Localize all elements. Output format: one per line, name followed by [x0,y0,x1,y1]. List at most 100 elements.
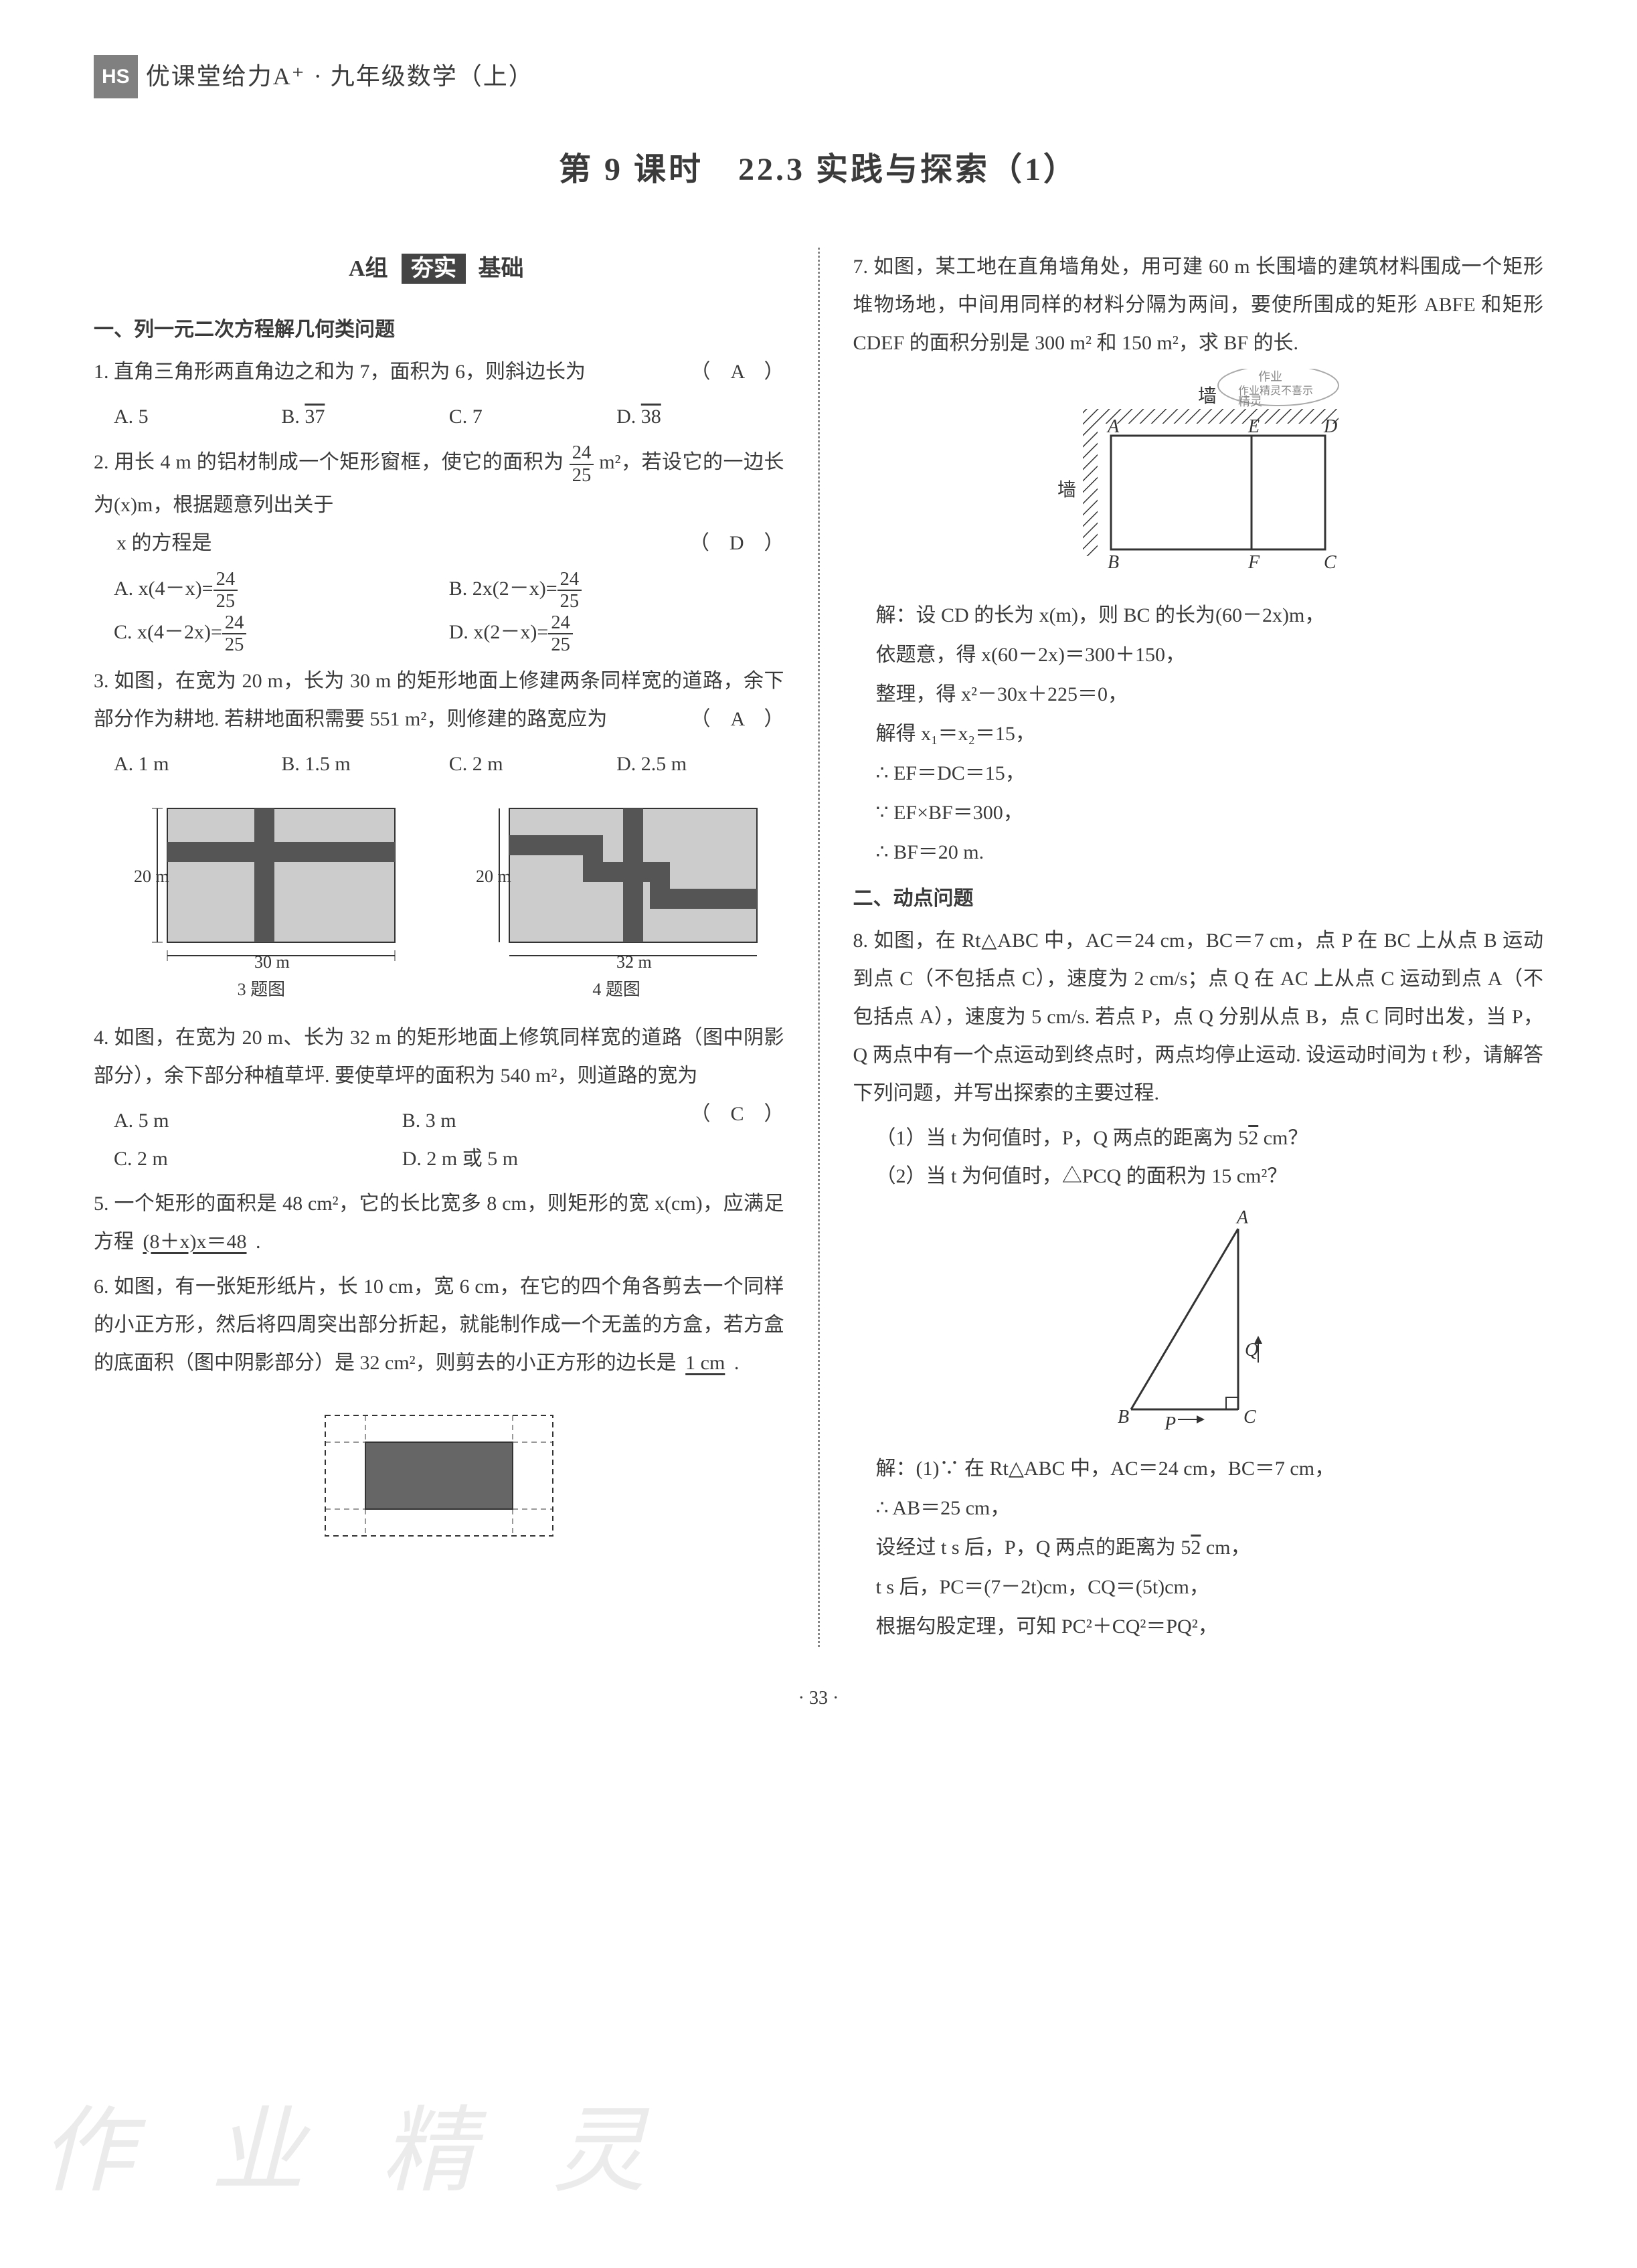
problem-5: 5. 一个矩形的面积是 48 cm²，它的长比宽多 8 cm，则矩形的宽 x(c… [94,1185,784,1261]
column-divider [818,248,820,1647]
brand-text: 优课堂给力A⁺ [146,54,306,99]
two-column-layout: A组 夯实 基础 一、列一元二次方程解几何类问题 1. 直角三角形两直角边之和为… [94,248,1543,1647]
q8-text: 8. 如图，在 Rt△ABC 中，AC＝24 cm，BC＝7 cm，点 P 在 … [853,930,1544,1104]
q3-answer: （ A ） [690,700,784,738]
q4-opt-b: B. 3 m [402,1102,691,1140]
problem-8: 8. 如图，在 Rt△ABC 中，AC＝24 cm，BC＝7 cm，点 P 在 … [853,922,1544,1112]
q6-text-a: 6. 如图，有一张矩形纸片，长 10 cm，宽 6 cm，在它的四个角各剪去一个… [94,1276,784,1374]
problem-6: 6. 如图，有一张矩形纸片，长 10 cm，宽 6 cm，在它的四个角各剪去一个… [94,1268,784,1382]
svg-text:墙: 墙 [1057,479,1076,501]
q7-sol-6: ∴ BF＝20 m. [876,833,1544,871]
q4-text: 4. 如图，在宽为 20 m、长为 32 m 的矩形地面上修筑同样宽的道路（图中… [94,1027,784,1087]
svg-text:32 m: 32 m [616,952,652,969]
figure-7: 墙 墙 A E D B F C 作业 作业精灵不喜示 精灵 [853,369,1544,583]
q3-opt-c: C. 2 m [449,745,616,783]
fig4-svg: 20 m 32 m [469,795,764,969]
q4-answer: （ C ） [690,1095,784,1133]
q7-sol-3: 解得 x₁＝x₂＝15， [876,715,1544,753]
q3-options: A. 1 m B. 1.5 m C. 2 m D. 2.5 m [114,745,784,783]
logo-badge: HS [94,55,138,98]
q4-options: A. 5 m B. 3 m C. 2 m D. 2 m 或 5 m [114,1102,690,1178]
q7-solution: 解：设 CD 的长为 x(m)，则 BC 的长为(60－2x)m， 依题意，得 … [853,596,1544,871]
svg-text:B: B [1118,1407,1129,1427]
q8-solution: 解：(1)∵ 在 Rt△ABC 中，AC＝24 cm，BC＝7 cm， ∴ AB… [853,1450,1544,1646]
q8-sol-4: 根据勾股定理，可知 PC²＋CQ²＝PQ²， [876,1607,1544,1646]
svg-text:B: B [1108,552,1119,573]
right-column: 7. 如图，某工地在直角墙角处，用可建 60 m 长围墙的建筑材料围成一个矩形堆… [840,248,1544,1647]
svg-text:精灵: 精灵 [1238,395,1262,408]
fig7-svg: 墙 墙 A E D B F C 作业 作业精灵不喜示 精灵 [1024,369,1372,583]
q3-opt-a: A. 1 m [114,745,281,783]
svg-text:D: D [1323,416,1337,437]
left-column: A组 夯实 基础 一、列一元二次方程解几何类问题 1. 直角三角形两直角边之和为… [94,248,798,1647]
fig3-svg: 20 m 30 m [120,795,402,969]
q4-opt-d: D. 2 m 或 5 m [402,1140,691,1178]
group-a-label: A组 夯实 基础 [94,248,784,291]
svg-text:20 m: 20 m [476,867,511,886]
figure-3: 20 m 30 m 3 题图 [94,795,429,1006]
problem-3: 3. 如图，在宽为 20 m，长为 30 m 的矩形地面上修建两条同样宽的道路，… [94,662,784,738]
lesson-title: 第 9 课时 22.3 实践与探索（1） [94,139,1543,200]
svg-text:20 m: 20 m [134,867,169,886]
fig6-svg [298,1395,580,1556]
page-number: · 33 · [94,1680,1543,1716]
svg-text:作业: 作业 [1258,370,1282,383]
q7-sol-4: ∴ EF＝DC＝15， [876,754,1544,792]
q1-opt-c: C. 7 [449,398,616,436]
q2-options: A. x(4－x)=2425 B. 2x(2－x)=2425 C. x(4－2x… [114,569,784,655]
q3-text: 3. 如图，在宽为 20 m，长为 30 m 的矩形地面上修建两条同样宽的道路，… [94,670,784,730]
q2-opt-c: C. x(4－2x)=2425 [114,612,449,656]
svg-text:P: P [1164,1413,1176,1434]
q8-sol-0: 解：(1)∵ 在 Rt△ABC 中，AC＝24 cm，BC＝7 cm， [876,1450,1544,1488]
group-a-text: A组 [349,256,388,281]
svg-text:F: F [1247,552,1260,573]
fig3-caption: 3 题图 [94,973,429,1006]
svg-text:E: E [1247,416,1260,437]
fig4-caption: 4 题图 [449,973,784,1006]
svg-text:A: A [1106,416,1120,437]
q5-text-b: . [256,1231,261,1253]
section-1-title: 一、列一元二次方程解几何类问题 [94,311,784,349]
q4-opt-c: C. 2 m [114,1140,402,1178]
group-box2: 基础 [473,254,529,284]
q8-sol-3: t s 后，PC＝(7－2t)cm，CQ＝(5t)cm， [876,1568,1544,1606]
q8-sub2: （2）当 t 为何值时，△PCQ 的面积为 15 cm²？ [853,1157,1544,1195]
q1-opt-b: B. 37 [281,398,448,436]
page-header: HS 优课堂给力A⁺ · 九年级数学（上） [94,54,1543,99]
svg-text:C: C [1324,552,1337,573]
q7-sol-5: ∵ EF×BF＝300， [876,794,1544,832]
problem-4: 4. 如图，在宽为 20 m、长为 32 m 的矩形地面上修筑同样宽的道路（图中… [94,1019,784,1095]
svg-text:墙: 墙 [1198,385,1217,407]
problem-2: 2. 用长 4 m 的铝材制成一个矩形窗框，使它的面积为 2425 m²，若设它… [94,442,784,562]
q6-blank: 1 cm [681,1352,729,1374]
q6-text-b: . [734,1352,740,1374]
figure-8: A B C Q P [853,1209,1544,1436]
q2-text-a: 2. 用长 4 m 的铝材制成一个矩形窗框，使它的面积为 [94,451,564,473]
q3-opt-b: B. 1.5 m [281,745,448,783]
q4-opt-a: A. 5 m [114,1102,402,1140]
figure-4: 20 m 32 m 4 题图 [449,795,784,1006]
q1-text: 1. 直角三角形两直角边之和为 7，面积为 6，则斜边长为 [94,361,586,383]
watermark: 作 业 精 灵 [40,2063,673,2241]
q1-opt-a: A. 5 [114,398,281,436]
q3-opt-d: D. 2.5 m [616,745,784,783]
q1-answer: （ A ） [690,353,784,391]
q8-sol-1: ∴ AB＝25 cm， [876,1489,1544,1527]
q2-opt-b: B. 2x(2－x)=2425 [449,569,784,612]
figure-6 [94,1395,784,1556]
q7-sol-1: 依题意，得 x(60－2x)＝300＋150， [876,636,1544,674]
problem-7: 7. 如图，某工地在直角墙角处，用可建 60 m 长围墙的建筑材料围成一个矩形堆… [853,248,1544,362]
svg-text:A: A [1235,1209,1249,1228]
svg-text:30 m: 30 m [254,952,290,969]
q5-blank: (8＋x)x＝48 [139,1231,251,1253]
fig8-svg: A B C Q P [1078,1209,1318,1436]
q1-options: A. 5 B. 37 C. 7 D. 38 [114,398,784,436]
q7-sol-0: 解：设 CD 的长为 x(m)，则 BC 的长为(60－2x)m， [876,596,1544,634]
q7-text: 7. 如图，某工地在直角墙角处，用可建 60 m 长围墙的建筑材料围成一个矩形堆… [853,256,1544,354]
section-2-title: 二、动点问题 [853,879,1544,918]
figures-3-4: 20 m 30 m 3 题图 20 m 32 m [94,795,784,1006]
q7-sol-2: 整理，得 x²－30x＋225＝0， [876,675,1544,713]
problem-1: 1. 直角三角形两直角边之和为 7，面积为 6，则斜边长为 （ A ） [94,353,784,391]
svg-text:C: C [1243,1407,1256,1427]
q2-text-c: x 的方程是 [94,532,212,554]
